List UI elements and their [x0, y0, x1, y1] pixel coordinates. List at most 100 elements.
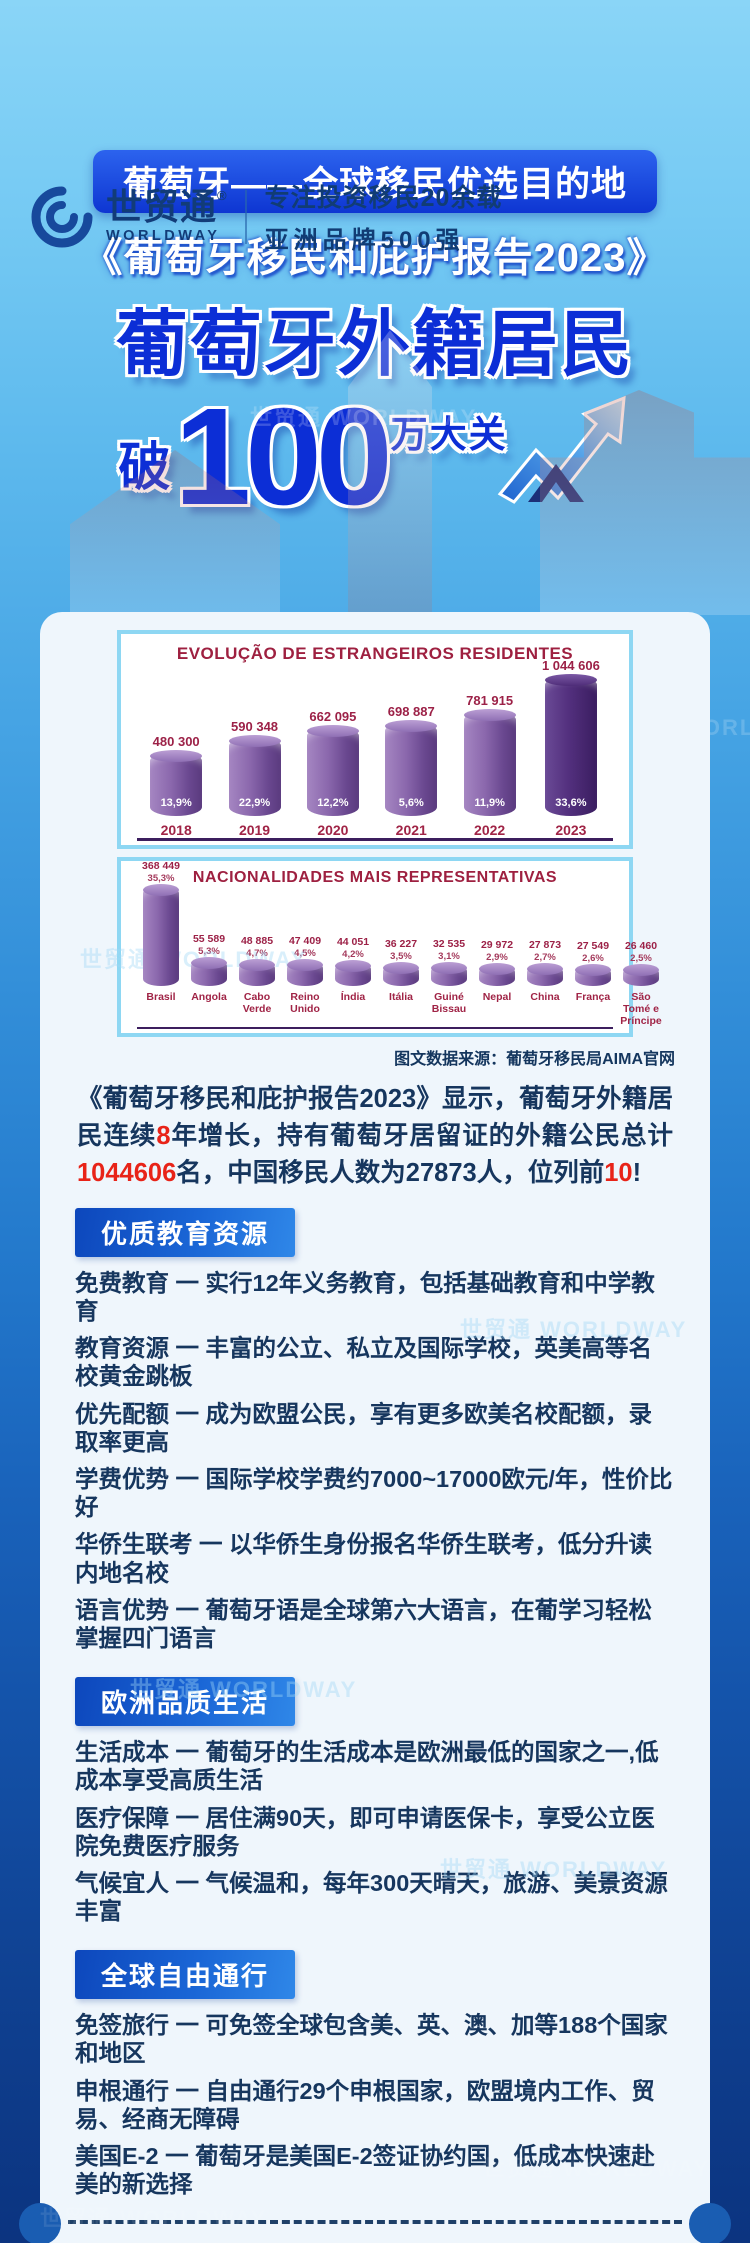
brand-name-cn: 世贸通	[106, 187, 218, 228]
highlighted-text: 8	[156, 1121, 171, 1150]
bar-percent-label: 3,1%	[438, 951, 460, 962]
chart-evolucao: EVOLUÇÃO DE ESTRANGEIROS RESIDENTES 480 …	[117, 630, 633, 849]
bar-percent-label: 5,3%	[198, 946, 220, 957]
registered-mark: ®	[217, 188, 227, 204]
bar	[479, 963, 515, 986]
bar-percent-label: 4,2%	[342, 949, 364, 960]
hero-section: 世贸通 WORLDWAY 世贸通 WORLDWAY 世贸通® WORLDWAY …	[0, 150, 750, 740]
bar-value-label: 44 051	[336, 936, 370, 948]
bar-percent-label: 11,9%	[474, 797, 505, 809]
bar-column: 44 051 4,2% Índia	[329, 936, 377, 1027]
hero-pill-banner: 葡萄牙——全球移民优选目的地	[92, 150, 657, 213]
bar-percent-label: 33,6%	[555, 797, 587, 809]
bar-category-label: 2020	[317, 822, 349, 838]
brand-tagline: 专注投资移民20余载 亚洲品牌500强	[265, 178, 503, 255]
tagline-line2: 亚洲品牌500强	[264, 227, 465, 254]
vertical-divider	[244, 189, 247, 244]
feature-item: 生活成本 一 葡萄牙的生活成本是欧洲最低的国家之一,低成本享受高质生活	[75, 1739, 659, 1794]
bar-value-label: 55 589	[192, 933, 226, 945]
section-heading-badge: 全球自由通行	[75, 1950, 296, 2000]
section-items: 免签旅行 一 可免签全球包含美、英、澳、加等188个国家和地区 申根通行 一 自由…	[75, 2011, 675, 2198]
worldway-logo-icon	[31, 186, 93, 247]
bar-column: 36 227 3,5% Itália	[377, 938, 425, 1027]
chart-title: EVOLUÇÃO DE ESTRANGEIROS RESIDENTES	[176, 644, 574, 663]
bar: 33,6%	[544, 674, 597, 816]
section-heading-badge: 优质教育资源	[75, 1207, 296, 1257]
bar: 5,6%	[385, 720, 438, 816]
hero-title: 葡萄牙外籍居民	[115, 305, 634, 385]
feature-item: 教育资源 一 丰富的公立、私立及国际学校，英美高等名校黄金跳板	[75, 1335, 653, 1390]
feature-item: 免费教育 一 实行12年义务教育，包括基础教育和中学教育	[75, 1269, 655, 1325]
feature-label: 医疗保障	[75, 1804, 169, 1831]
feature-label: 生活成本	[75, 1739, 169, 1766]
bar-category-label: Itália	[389, 991, 413, 1003]
bar	[383, 962, 419, 986]
ticket-dashed-divider	[19, 2203, 731, 2243]
trend-arrow-icon	[497, 395, 626, 504]
feature-label: 语言优势	[75, 1596, 169, 1623]
milestone-row: 破 100 万大关	[0, 387, 750, 526]
brand-name-en: WORLDWAY	[106, 228, 221, 245]
chart-plot-area: 480 300 13,9% 2018 590 348 22,9% 2019 662 095 1…	[137, 658, 613, 841]
text-segment: !	[632, 1158, 642, 1187]
bar-value-label: 698 887	[387, 704, 435, 719]
feature-label: 教育资源	[75, 1335, 169, 1362]
ticket-notch-left	[19, 2203, 61, 2243]
feature-item: 学费优势 一 国际学校学费约7000~17000欧元/年，性价比好	[75, 1466, 673, 1521]
bar-value-label: 27 873	[528, 939, 562, 951]
bar	[239, 959, 275, 986]
milestone-prefix: 破	[118, 439, 171, 497]
bar-column: 47 409 4,5% Reino Unido	[281, 935, 329, 1027]
bar-percent-label: 4,5%	[294, 948, 316, 959]
bar-column: 26 460 2,5% São Tomé e Príncipe	[617, 940, 665, 1027]
bar-category-label: 2022	[474, 822, 506, 838]
bar-percent-label: 4,7%	[246, 948, 268, 959]
feature-label: 美国E-2	[75, 2143, 159, 2170]
bar-column: 27 873 2,7% China	[521, 939, 569, 1027]
section-quality-life: 欧洲品质生活 生活成本 一 葡萄牙的生活成本是欧洲最低的国家之一,低成本享受高质…	[75, 1661, 675, 1925]
bar-value-label: 662 095	[309, 709, 357, 724]
bar-column: 27 549 2,6% França	[569, 940, 617, 1027]
bar-value-label: 480 300	[152, 734, 200, 749]
highlighted-text: 10	[604, 1158, 633, 1187]
bar-column: 781 915 11,9% 2022	[463, 693, 516, 838]
feature-label: 免签旅行	[75, 2012, 169, 2039]
bar-percent-label: 12,2%	[317, 797, 349, 809]
bar: 13,9%	[150, 750, 203, 816]
bar-category-label: Reino Unido	[290, 991, 320, 1016]
feature-label: 优先配额	[75, 1400, 169, 1427]
summary-paragraph: 《葡萄牙移民和庇护报告2023》显示，葡萄牙外籍居民连续8年增长，持有葡萄牙居留…	[77, 1081, 673, 1192]
bar-category-label: 2021	[395, 822, 427, 838]
bar-value-label: 781 915	[466, 693, 514, 708]
bar: 22,9%	[228, 735, 281, 816]
bar	[575, 964, 611, 986]
feature-label: 气候宜人	[75, 1869, 169, 1896]
chart-nacionalidades: NACIONALIDADES MAIS REPRESENTATIVAS 368 …	[117, 857, 662, 1037]
bar	[431, 962, 467, 986]
section-items: 生活成本 一 葡萄牙的生活成本是欧洲最低的国家之一,低成本享受高质生活 医疗保障 …	[75, 1738, 675, 1925]
bar	[623, 963, 659, 986]
brand-name: 世贸通® WORLDWAY	[106, 189, 227, 244]
bar-category-label: Cabo Verde	[242, 991, 272, 1016]
tagline-line1: 专注投资移民20余载	[264, 184, 503, 212]
bar-value-label: 32 535	[432, 938, 466, 950]
bar-column: 48 885 4,7% Cabo Verde	[233, 935, 281, 1027]
bar-percent-label: 3,5%	[390, 951, 412, 962]
bar	[527, 963, 563, 986]
bar-column: 1 044 606 33,6% 2023	[542, 658, 600, 838]
bar-value-label: 47 409	[288, 935, 322, 947]
ticket-notch-right	[689, 2203, 731, 2243]
bar-category-label: Angola	[191, 991, 227, 1003]
bar: 12,2%	[306, 725, 359, 816]
bar-percent-label: 2,6%	[582, 953, 604, 964]
bar-value-label: 1 044 606	[541, 658, 600, 673]
bar-percent-label: 13,9%	[160, 797, 192, 809]
bar-category-label: São Tomé e Príncipe	[620, 990, 662, 1027]
bar-percent-label: 2,7%	[534, 952, 556, 963]
data-source-note: 图文数据来源：葡萄牙移民局AIMA官网	[394, 1051, 675, 1068]
bar-column: 32 535 3,1% Guiné Bissau	[425, 938, 473, 1027]
section-heading-badge: 欧洲品质生活	[75, 1677, 296, 1727]
bar-category-label: Índia	[340, 991, 366, 1003]
bar	[191, 957, 227, 986]
